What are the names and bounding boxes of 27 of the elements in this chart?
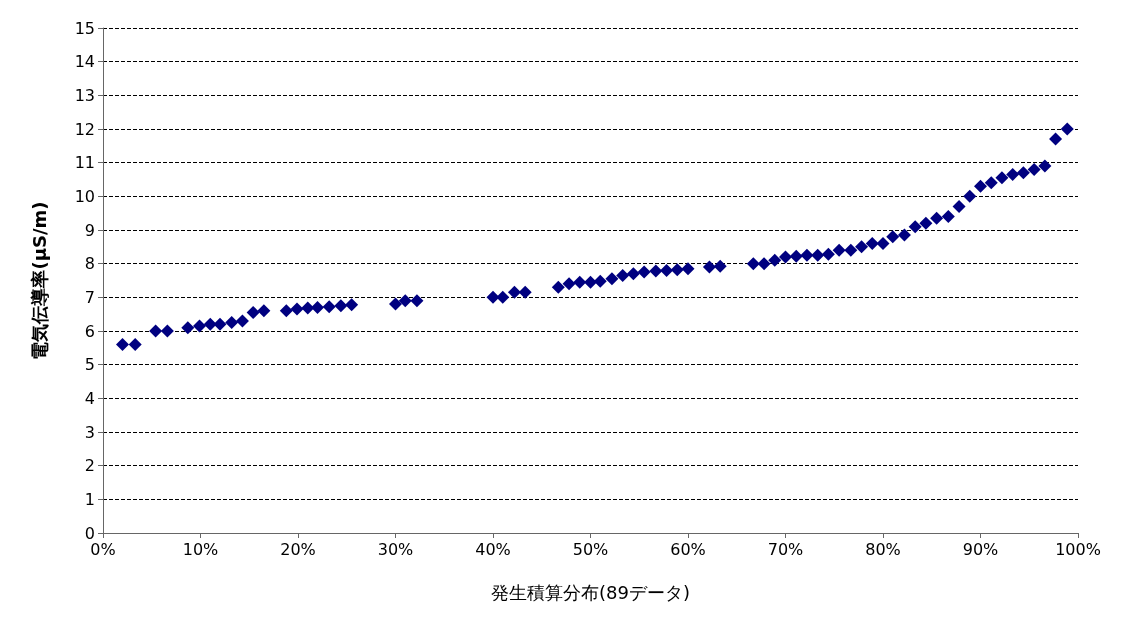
- x-tick-label: 50%: [572, 539, 609, 559]
- y-tick-label: 2: [84, 456, 95, 476]
- x-tick-label: 40%: [475, 539, 511, 559]
- y-tick-label: 9: [84, 220, 95, 240]
- y-tick-label: 5: [84, 355, 95, 375]
- y-tick-label: 10: [74, 186, 95, 206]
- x-tick-label: 20%: [280, 539, 316, 559]
- x-tick-label: 80%: [865, 539, 901, 559]
- y-tick-label: 14: [74, 52, 95, 72]
- y-tick-label: 13: [74, 85, 95, 105]
- y-tick-label: 3: [84, 422, 95, 442]
- x-tick-label: 10%: [182, 539, 219, 559]
- x-tick-label: 60%: [670, 539, 706, 559]
- x-tick-label: 30%: [377, 539, 414, 559]
- y-axis-title: 電気伝導率(μS/m): [28, 201, 50, 360]
- x-tick-label: 90%: [962, 539, 999, 559]
- y-tick-label: 1: [84, 489, 95, 509]
- y-tick-label: 7: [84, 287, 95, 307]
- y-tick-label: 11: [74, 153, 95, 173]
- y-tick-label: 12: [74, 119, 95, 139]
- x-tick-label: 100%: [1055, 539, 1101, 559]
- y-tick-label: 4: [84, 388, 95, 408]
- y-tick-label: 8: [84, 254, 95, 274]
- y-tick-label: 15: [74, 18, 95, 38]
- x-tick-label: 70%: [767, 539, 804, 559]
- x-axis-title: 発生積算分布(89データ): [491, 581, 690, 603]
- y-tick-label: 6: [84, 321, 95, 341]
